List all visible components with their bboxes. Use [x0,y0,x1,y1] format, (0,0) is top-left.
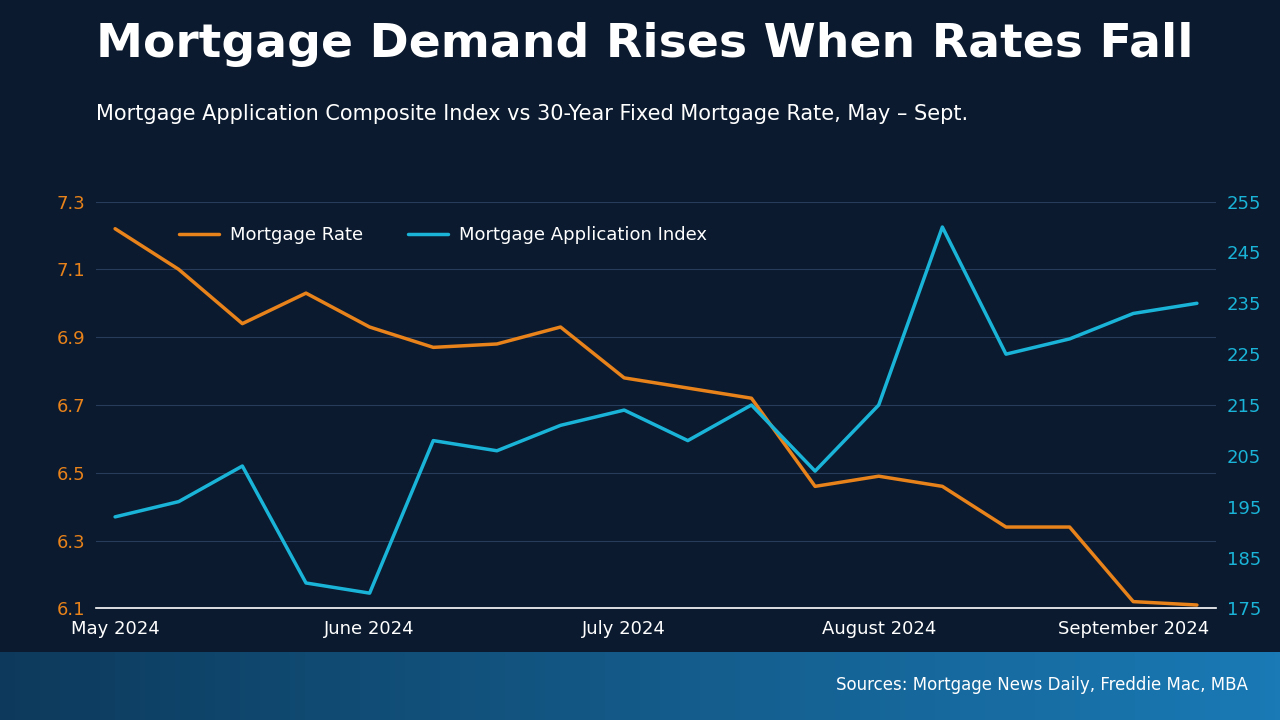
Mortgage Application Index [998,350,1014,359]
Mortgage Rate [489,340,504,348]
Mortgage Application Index [172,498,187,506]
Mortgage Rate [872,472,887,480]
Mortgage Application Index [1125,309,1140,318]
Mortgage Application Index [872,400,887,409]
Mortgage Application Index [362,589,378,598]
Mortgage Application Index [808,467,823,475]
Mortgage Rate [680,384,695,392]
Mortgage Application Index [1062,335,1078,343]
Mortgage Rate [425,343,440,351]
Mortgage Rate [1125,598,1140,606]
Mortgage Application Index [617,406,632,415]
Mortgage Application Index [680,436,695,445]
Mortgage Application Index [234,462,250,470]
Text: Mortgage Application Composite Index vs 30-Year Fixed Mortgage Rate, May – Sept.: Mortgage Application Composite Index vs … [96,104,968,125]
Mortgage Rate [617,374,632,382]
Mortgage Rate [298,289,314,297]
Mortgage Application Index [934,222,950,231]
Mortgage Application Index [298,579,314,588]
Line: Mortgage Application Index: Mortgage Application Index [115,227,1197,593]
Mortgage Rate [998,523,1014,531]
Mortgage Rate [934,482,950,490]
Mortgage Rate [744,394,759,402]
Mortgage Application Index [489,446,504,455]
Mortgage Rate [1062,523,1078,531]
Mortgage Rate [808,482,823,490]
Mortgage Application Index [1189,299,1204,307]
Text: Sources: Mortgage News Daily, Freddie Mac, MBA: Sources: Mortgage News Daily, Freddie Ma… [836,677,1248,694]
Mortgage Application Index [553,421,568,430]
Mortgage Rate [362,323,378,331]
Mortgage Rate [172,265,187,274]
Line: Mortgage Rate: Mortgage Rate [115,229,1197,605]
Mortgage Rate [234,319,250,328]
Mortgage Application Index [108,513,123,521]
Mortgage Rate [1189,600,1204,609]
Mortgage Rate [108,225,123,233]
Text: Mortgage Demand Rises When Rates Fall: Mortgage Demand Rises When Rates Fall [96,22,1193,67]
Legend: Mortgage Rate, Mortgage Application Index: Mortgage Rate, Mortgage Application Inde… [173,219,714,251]
Mortgage Application Index [425,436,440,445]
Mortgage Application Index [744,400,759,409]
Mortgage Rate [553,323,568,331]
